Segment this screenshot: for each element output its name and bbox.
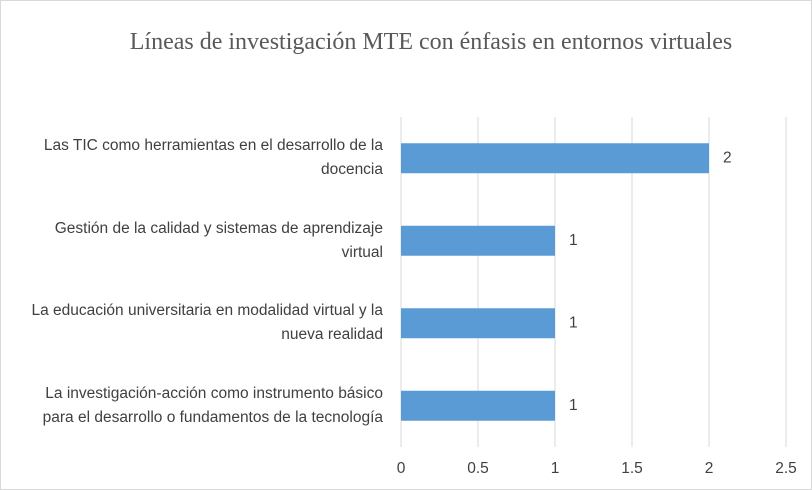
y-tick-label: Las TIC como herramientas en el desarrol…	[43, 137, 383, 179]
y-tick-label: Gestión de la calidad y sistemas de apre…	[54, 219, 383, 261]
x-tick-label: 1	[551, 460, 560, 477]
bar	[401, 143, 709, 174]
x-tick-label: 0.5	[467, 460, 489, 477]
bar	[401, 308, 555, 339]
data-label: 1	[569, 397, 578, 414]
x-tick-label: 2.5	[775, 460, 797, 477]
chart-title: Líneas de investigación MTE con énfasis …	[129, 29, 733, 55]
bar	[401, 390, 555, 421]
data-label: 1	[569, 314, 578, 331]
x-tick-label: 2	[705, 460, 714, 477]
data-label: 2	[723, 149, 732, 166]
data-label: 1	[569, 232, 578, 249]
x-tick-label: 1.5	[621, 460, 643, 477]
x-tick-label: 0	[397, 460, 406, 477]
y-tick-label: La educación universitaria en modalidad …	[31, 302, 383, 344]
y-tick-label: La investigación-acción como instrumento…	[42, 384, 383, 426]
bar	[401, 225, 555, 256]
